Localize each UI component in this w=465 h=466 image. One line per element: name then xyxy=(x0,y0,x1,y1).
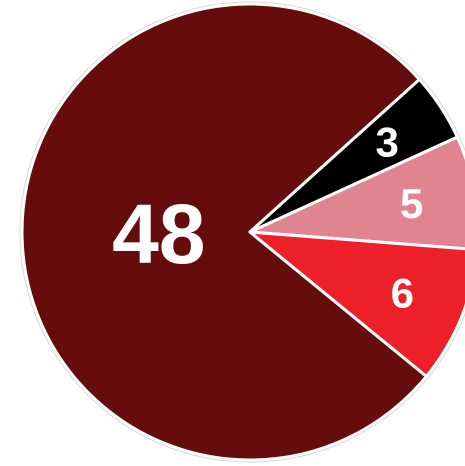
pie-slices xyxy=(20,2,465,462)
pie-slice-6 xyxy=(248,230,465,378)
pie-slice-label-48: 48 xyxy=(112,187,205,281)
pie-slice-48 xyxy=(20,2,428,462)
pie-slice-5 xyxy=(248,135,465,251)
pie-slice-label-6: 6 xyxy=(391,270,414,317)
pie-labels: 48 35 6 xyxy=(112,118,423,316)
pie-slice-label-3: 3 xyxy=(376,118,399,165)
pie-slice-label-5: 5 xyxy=(400,180,423,227)
